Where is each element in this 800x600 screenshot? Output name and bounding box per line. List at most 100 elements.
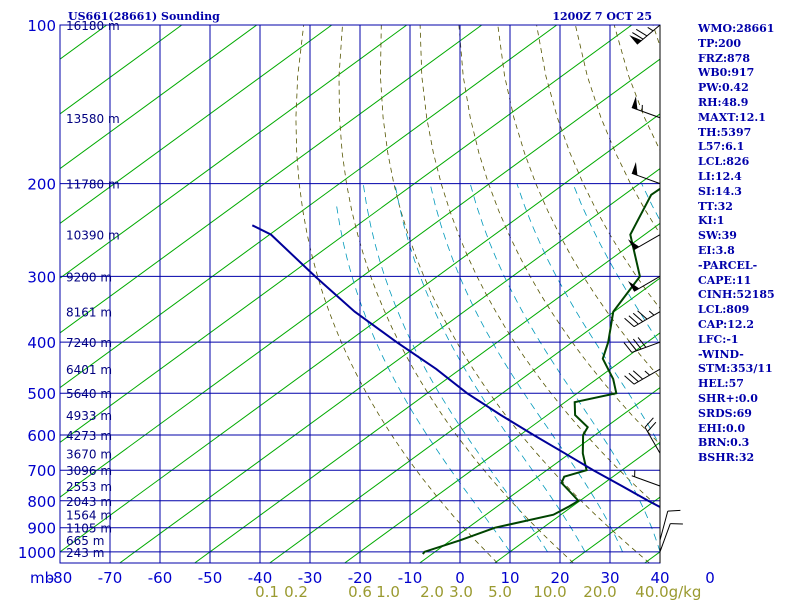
index-item: TT:32 (698, 199, 733, 213)
dry-adiabat (419, 25, 660, 509)
chart-title: US661(28661) Sounding (68, 10, 220, 23)
height-label: 243 m (66, 546, 104, 560)
index-item: HEL:57 (698, 377, 744, 391)
index-item: CAP:12.2 (698, 317, 755, 331)
index-item: SRDS:69 (698, 406, 752, 420)
wind-barb-flag (647, 421, 657, 432)
wind-barb-flag (628, 315, 639, 325)
wind-barb-flag (635, 28, 648, 37)
temperature-tick-label: -60 (148, 569, 173, 587)
isotherm (60, 58, 660, 498)
isotherm (60, 25, 633, 443)
index-item: TP:200 (698, 36, 742, 50)
wind-barb (631, 470, 661, 487)
index-item: SW:39 (698, 229, 737, 243)
wind-barb (631, 162, 661, 185)
index-item: TH:5397 (698, 125, 752, 139)
wind-barb-flag (632, 32, 644, 40)
isotherm (269, 277, 660, 563)
temperature-tick-label: -40 (248, 569, 273, 587)
dry-adiabat (536, 25, 660, 310)
mixing-ratio-label: g/kg (669, 583, 702, 600)
wind-barb-flag (637, 337, 647, 348)
index-item: EI:3.8 (698, 243, 735, 257)
pressure-tick-label: 1000 (18, 544, 56, 562)
temperature-tick-label: -50 (198, 569, 223, 587)
temperature-tick-label: -10 (398, 569, 423, 587)
moist-adiabat (429, 183, 623, 552)
sounding-profiles (251, 187, 660, 555)
pressure-tick-label: 200 (27, 176, 56, 194)
wind-barb (628, 234, 661, 251)
isotherm (194, 222, 660, 563)
wind-barb-flag (628, 372, 639, 383)
skewed-isotherms (60, 25, 660, 563)
pressure-tick-label: 400 (27, 334, 56, 352)
mixing-ratio-label: 5.0 (488, 583, 512, 600)
dry-adiabat (497, 25, 660, 379)
height-label: 2043 m (66, 495, 112, 509)
height-label: 6401 m (66, 363, 112, 377)
wind-barb-flag (624, 375, 635, 385)
wind-barb-flag (624, 317, 635, 328)
height-label: 11780 m (66, 178, 120, 192)
index-item: STM:353/11 (698, 362, 773, 376)
index-item: LFC:-1 (698, 332, 739, 346)
mixing-ratio-label: 20.0 (583, 583, 616, 600)
temperature-tick-label: 0 (705, 569, 715, 587)
height-label: 1564 m (66, 509, 112, 523)
wind-barb (624, 310, 661, 328)
index-item: RH:48.9 (698, 95, 749, 109)
mixing-ratio-label: 10.0 (533, 583, 566, 600)
pressure-tick-label: 700 (27, 462, 56, 480)
dry-adiabat (458, 25, 660, 445)
index-item: LI:12.4 (698, 169, 742, 183)
isotherm (60, 113, 660, 553)
height-label: 665 m (66, 534, 104, 548)
wind-barb-staff (659, 523, 671, 553)
wind-barb (624, 368, 661, 385)
dewpoint-profile-line (422, 187, 660, 555)
wind-barb-half-flag (648, 310, 655, 316)
wind-barb-flag (637, 310, 648, 320)
pressure-tick-label: 300 (27, 268, 56, 286)
wind-barb-staff (631, 475, 661, 487)
isotherm (60, 25, 558, 389)
index-item: -WIND- (698, 347, 744, 361)
index-item: FRZ:878 (698, 51, 751, 65)
wind-barb-flag (667, 509, 681, 512)
isotherm (60, 25, 483, 334)
isotherm (60, 25, 258, 170)
index-item: MAXT:12.1 (698, 110, 766, 124)
index-item: PW:0.42 (698, 81, 749, 95)
height-label: 4933 m (66, 409, 112, 423)
isotherm (419, 386, 660, 563)
index-item: BSHR:32 (698, 451, 755, 465)
wind-barb-pennant (631, 96, 638, 110)
wind-barb-pennant (628, 239, 640, 250)
wind-barb-pennant (629, 35, 642, 45)
temperature-tick-label: 40 (650, 569, 669, 587)
wind-barb (628, 275, 661, 292)
isotherm (494, 441, 660, 563)
height-label: 3670 m (66, 447, 112, 461)
temperature-tick-label: 20 (550, 569, 569, 587)
height-label: 9200 m (66, 270, 112, 284)
wind-barb-flag (632, 338, 642, 350)
parcel-profile-line (251, 224, 660, 509)
moist-adiabat (362, 183, 548, 553)
index-item: CAPE:11 (698, 273, 752, 287)
wind-barb (629, 24, 661, 45)
temperature-tick-label: -80 (48, 569, 73, 587)
wind-barb (659, 523, 683, 553)
mixing-ratio-label: 0.6 (348, 583, 372, 600)
temperature-tick-label: -70 (98, 569, 123, 587)
index-item: LCL:809 (698, 303, 750, 317)
dry-adiabat (379, 25, 650, 563)
valid-time: 1200Z 7 OCT 25 (552, 10, 652, 23)
wind-barb-flag (628, 340, 637, 352)
index-item: WMO:28661 (698, 22, 775, 35)
wind-barb-half-flag (647, 27, 654, 32)
